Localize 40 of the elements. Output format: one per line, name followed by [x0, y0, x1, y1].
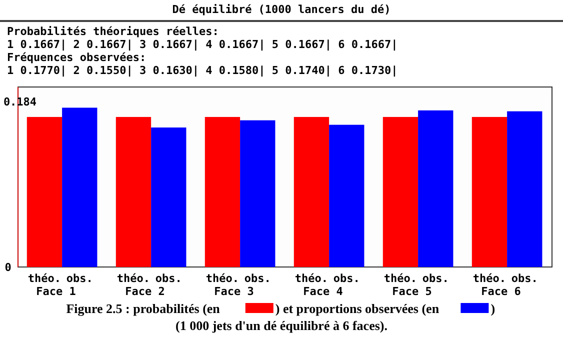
- bar: [151, 128, 186, 267]
- bar: [116, 116, 152, 267]
- text: obs.: [244, 272, 271, 285]
- bar: [26, 116, 62, 267]
- bar: [382, 116, 418, 267]
- bar: [472, 116, 508, 267]
- x-tick-label: Face 2: [125, 285, 165, 298]
- bar: [507, 111, 542, 267]
- series-label: obs.: [66, 272, 93, 285]
- text: théo.: [294, 272, 328, 285]
- text: obs.: [422, 272, 449, 285]
- bar: [62, 108, 98, 267]
- bar: [240, 120, 276, 267]
- bar: [329, 124, 364, 267]
- text: obs.: [155, 272, 182, 285]
- caption: Figure 2.5 : probabilités (en: [66, 301, 221, 316]
- y-tick-label: 0: [4, 261, 12, 274]
- text: ) et proportions observées (en: [275, 301, 440, 316]
- x-tick-label: Face 1: [36, 285, 76, 298]
- text: théo.: [384, 272, 418, 285]
- x-tick-label: Face 3: [214, 285, 254, 298]
- text: (1 000 jets d'un dé équilibré à 6 faces).: [176, 318, 388, 333]
- text: obs.: [333, 272, 360, 285]
- text: théo.: [472, 272, 506, 285]
- chart-title: Dé équilibré (1000 lancers du dé): [172, 3, 391, 16]
- text: obs.: [511, 272, 538, 285]
- text: théo.: [116, 272, 150, 285]
- bar: [204, 116, 240, 267]
- text: théo.: [206, 272, 240, 285]
- text: 1 0.1667| 2 0.1667| 3 0.1667| 4 0.1667| 5 0.1667| 6 0.1667|: [7, 38, 398, 51]
- series-label: théo.: [28, 272, 62, 285]
- bar: [418, 110, 454, 267]
- bar: [294, 116, 330, 267]
- x-tick-label: Face 5: [392, 285, 432, 298]
- x-tick-label: Face 4: [303, 285, 344, 298]
- text: 1 0.1770| 2 0.1550| 3 0.1630| 4 0.1580| 5 0.1740| 6 0.1730|: [7, 64, 398, 77]
- text: ): [490, 301, 496, 316]
- text: Probabilités théoriques réelles:: [7, 25, 219, 38]
- text: Fréquences observées:: [7, 51, 146, 64]
- x-tick-label: Face 6: [481, 285, 522, 298]
